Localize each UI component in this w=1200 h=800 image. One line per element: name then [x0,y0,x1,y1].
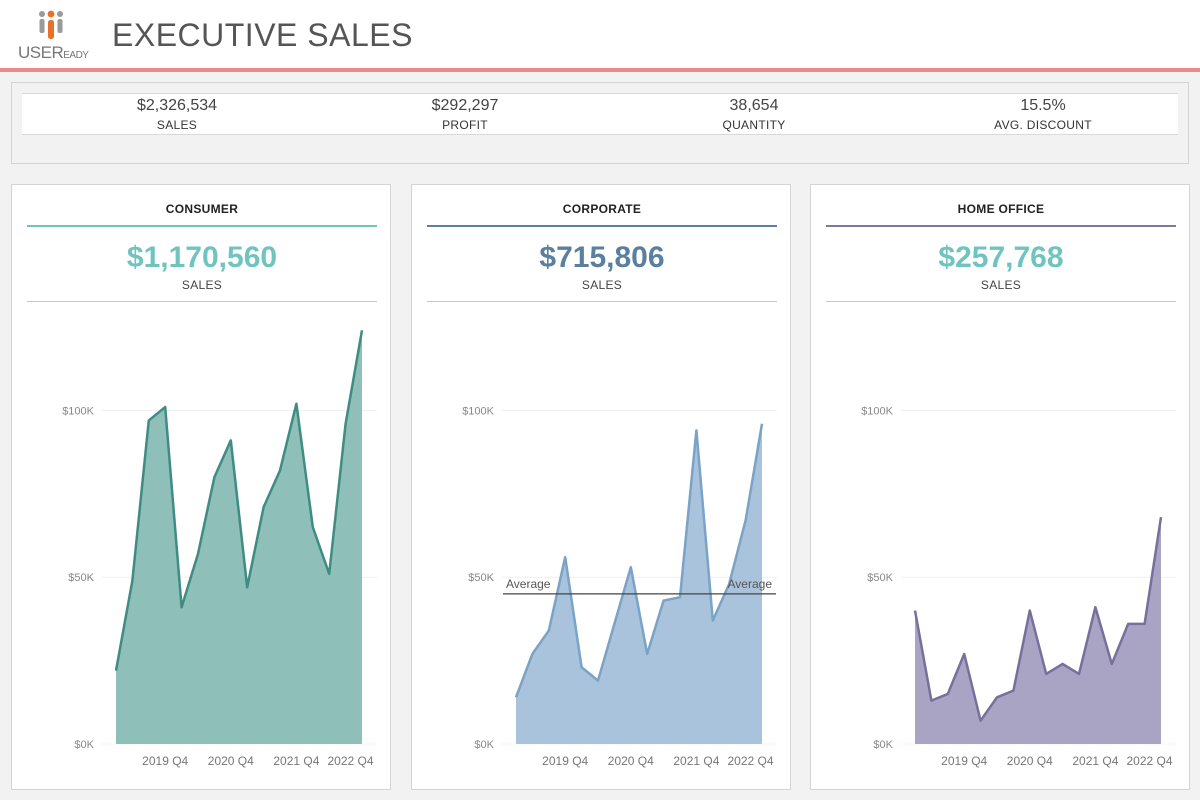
x-tick-label: 2022 Q4 [327,754,373,768]
kpi-avg-discount[interactable]: 15.5% AVG. DISCOUNT [943,94,1143,132]
average-label: Average [506,577,551,591]
kpi-quantity[interactable]: 38,654 QUANTITY [654,94,854,132]
card-sales-label: SALES [980,278,1022,292]
area-fill [516,423,762,744]
logo-people-icon [39,10,63,39]
header-divider [0,68,1200,72]
kpi-strip: $2,326,534 SALES $292,297 PROFIT 38,654 … [22,93,1178,135]
kpi-sales-value: $2,326,534 [136,97,218,114]
x-tick-label: 2021 Q4 [1072,754,1118,768]
x-tick-label: 2020 Q4 [608,754,654,768]
kpi-avg-discount-label: AVG. DISCOUNT [994,118,1092,132]
x-tick-label: 2021 Q4 [273,754,319,768]
card-sales-label: SALES [181,278,223,292]
x-tick-label: 2019 Q4 [941,754,987,768]
kpi-sales-label: SALES [156,118,198,132]
series-line [913,516,1163,722]
card-sales-value: $715,806 [539,241,665,274]
kpi-panel: $2,326,534 SALES $292,297 PROFIT 38,654 … [11,82,1189,164]
y-tick-label: $100K [62,405,94,417]
header: USEREADY EXECUTIVE SALES [0,0,1200,68]
kpi-profit[interactable]: $292,297 PROFIT [365,94,565,132]
x-tick-label: 2022 Q4 [727,754,773,768]
card-accent-rule [27,225,377,227]
y-tick-label: $0K [74,739,94,751]
home-office-sales-chart[interactable]: $0K $50K $100K 2019 Q4 2020 Q4 2021 Q4 2022 Q4 [811,185,1191,791]
kpi-avg-discount-value: 15.5% [1020,97,1066,114]
card-divider [427,301,777,302]
card-title: CORPORATE [562,202,642,216]
card-title: CONSUMER [165,202,239,216]
x-tick-label: 2019 Q4 [142,754,188,768]
logo-text: USEREADY [18,43,89,62]
y-tick-label: $0K [474,739,494,751]
userready-logo[interactable]: USEREADY [18,10,89,62]
card-sales-value: $257,768 [938,241,1064,274]
y-tick-label: $100K [861,405,893,417]
x-tick-label: 2021 Q4 [673,754,719,768]
x-tick-label: 2020 Q4 [1007,754,1053,768]
y-tick-label: $50K [68,572,94,584]
card-sales-label: SALES [581,278,623,292]
area-fill [116,330,362,744]
area-fill [915,517,1161,744]
card-divider [826,301,1176,302]
card-sales-value: $1,170,560 [126,241,278,274]
series-line [114,330,364,671]
kpi-sales[interactable]: $2,326,534 SALES [77,94,277,132]
card-accent-rule [427,225,777,227]
card-consumer: CONSUMER $1,170,560 SALES $0K $50K $100K 20… [11,184,391,790]
y-tick-label: $50K [867,572,893,584]
y-tick-label: $50K [468,572,494,584]
average-label: Average [728,577,773,591]
x-tick-label: 2020 Q4 [208,754,254,768]
card-title: HOME OFFICE [957,202,1045,216]
y-tick-label: $0K [873,739,893,751]
kpi-profit-label: PROFIT [442,118,488,132]
y-tick-label: $100K [462,405,494,417]
x-tick-label: 2019 Q4 [542,754,588,768]
kpi-quantity-value: 38,654 [729,97,779,114]
card-divider [27,301,377,302]
kpi-quantity-label: QUANTITY [722,118,786,132]
corporate-sales-chart[interactable]: $0K $50K $100K Average Average 2019 Q4 2020 Q4… [412,185,792,791]
card-home-office: HOME OFFICE $257,768 SALES $0K $50K $100K 2… [810,184,1190,790]
card-accent-rule [826,225,1176,227]
consumer-sales-chart[interactable]: $0K $50K $100K 2019 Q4 2020 Q4 2021 Q4 2022 Q4 [12,185,392,791]
kpi-profit-value: $292,297 [431,97,499,114]
card-corporate: CORPORATE $715,806 SALES $0K $50K $100K Ave… [411,184,791,790]
x-tick-label: 2022 Q4 [1126,754,1172,768]
page-title: EXECUTIVE SALES [112,17,413,53]
